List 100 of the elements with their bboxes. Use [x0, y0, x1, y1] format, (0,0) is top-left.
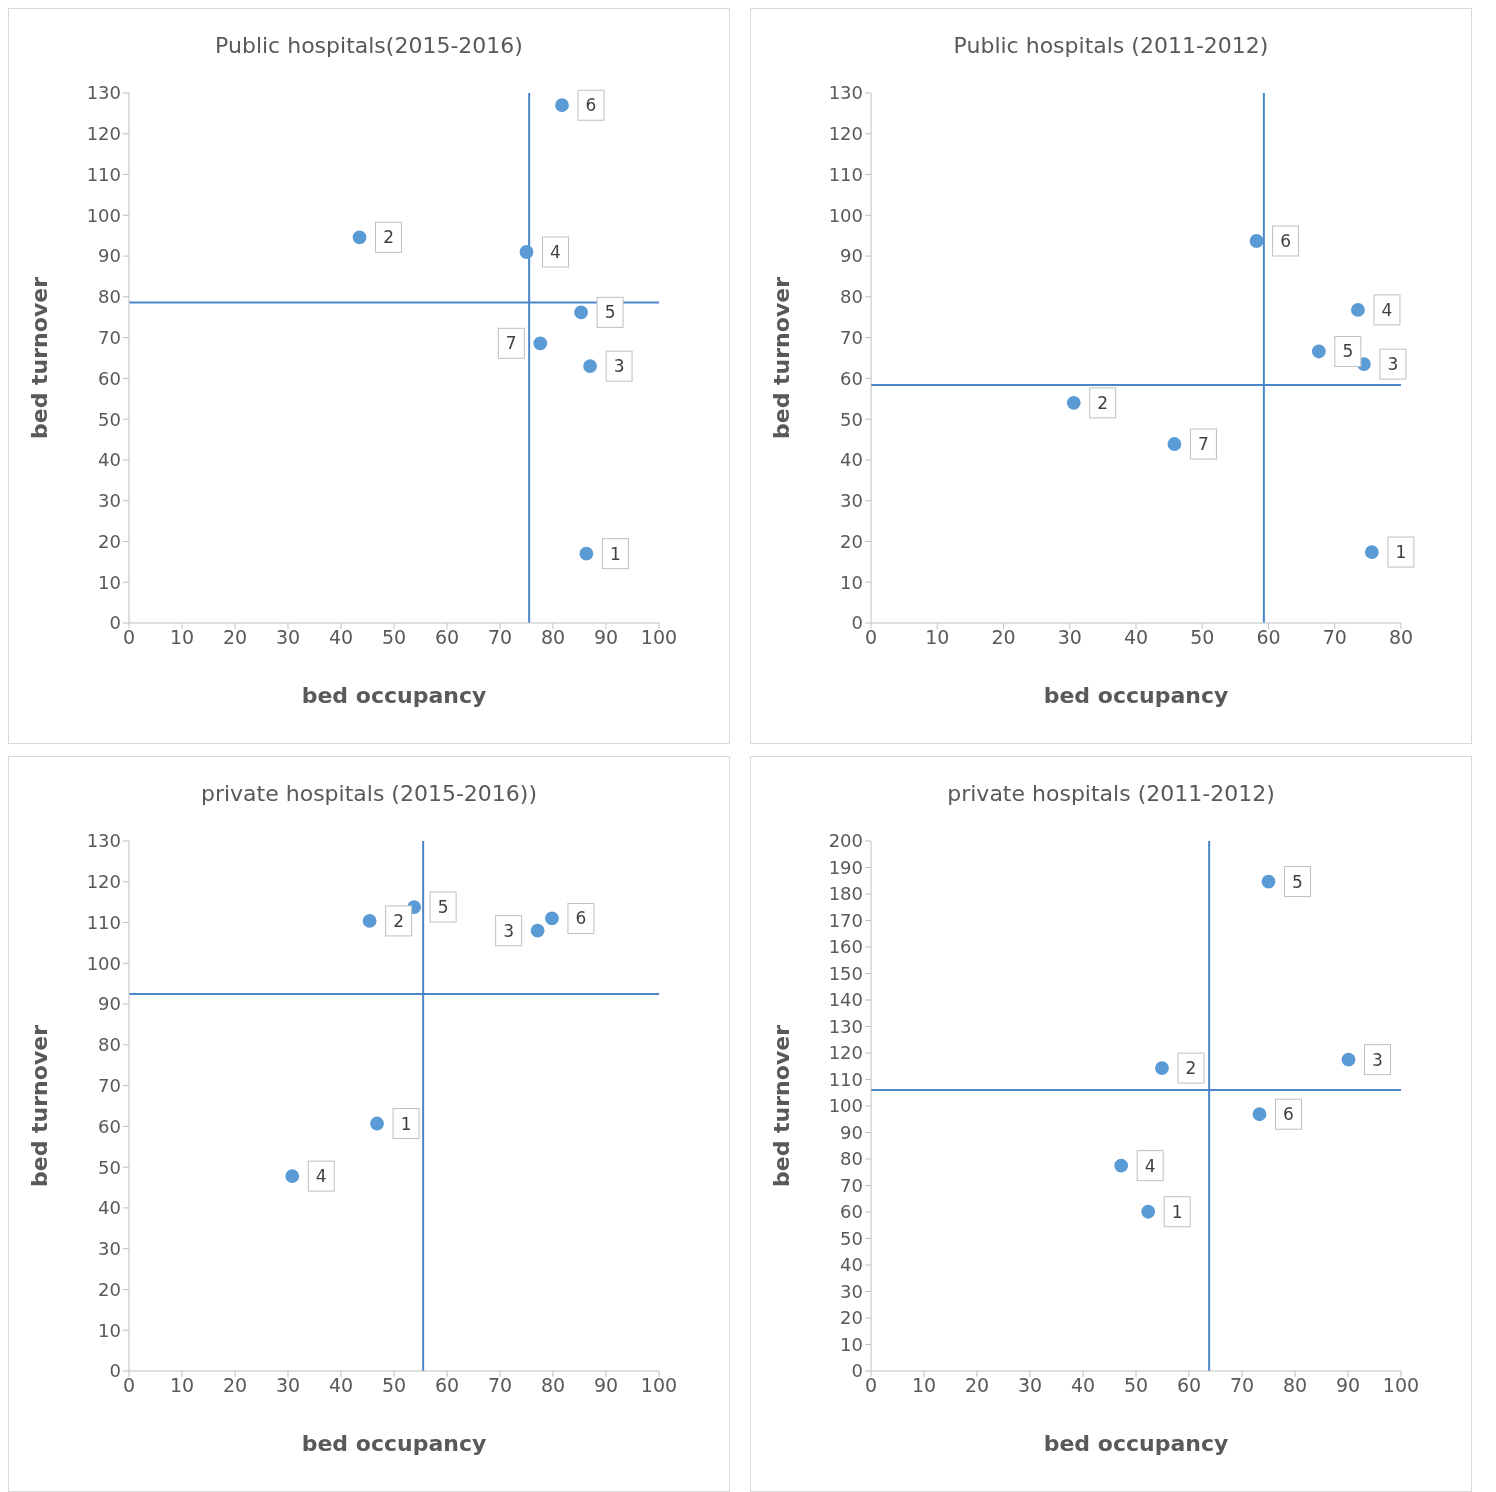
y-tick-label: 120	[828, 1042, 863, 1064]
point	[583, 359, 598, 374]
y-tick-label: 10	[840, 571, 863, 593]
y-tick-label: 20	[98, 1278, 121, 1300]
chart-title: private hospitals (2011-2012)	[946, 780, 1276, 808]
x-tick-label: 90	[593, 626, 619, 649]
annotation: 3	[503, 920, 515, 941]
y-tick-label: 30	[840, 1280, 863, 1302]
point	[574, 305, 588, 320]
x-tick-label: 30	[1017, 1374, 1043, 1397]
point	[1351, 303, 1365, 317]
x-tick-label: 70	[1229, 1374, 1255, 1397]
annotation: 5	[1342, 341, 1354, 362]
y-tick-label: 90	[98, 993, 121, 1015]
y-tick-label: 30	[840, 490, 863, 512]
x-tick-label: 60	[434, 1374, 460, 1397]
annotation: 6	[585, 95, 597, 116]
y-tick-label: 30	[98, 1238, 121, 1260]
y-tick-label: 110	[86, 911, 121, 933]
x-axis-title: bed occupancy	[1043, 1431, 1229, 1456]
y-tick-label: 70	[840, 1174, 863, 1196]
y-axis-title: bed turnover	[768, 1024, 794, 1187]
annotation: 7	[505, 333, 517, 354]
x-tick-label: 30	[275, 1374, 301, 1397]
y-tick-label: 0	[109, 612, 121, 634]
x-axis-title: bed occupancy	[301, 1431, 487, 1456]
y-tick-label: 50	[840, 408, 863, 430]
x-tick-label: 80	[540, 626, 566, 649]
y-tick-label: 120	[828, 123, 863, 145]
y-tick-label: 40	[98, 449, 121, 471]
annotation: 3	[1372, 1049, 1383, 1070]
annotation: 1	[400, 1113, 412, 1134]
point	[1114, 1158, 1129, 1173]
y-tick-label: 200	[828, 830, 863, 852]
y-tick-label: 0	[851, 1360, 863, 1382]
y-tick-label: 80	[840, 286, 863, 308]
y-tick-label: 10	[98, 1319, 121, 1341]
annotation: 2	[383, 227, 394, 248]
annotation: 1	[1171, 1201, 1183, 1222]
x-tick-label: 40	[328, 626, 354, 649]
annotation: 1	[609, 543, 621, 564]
x-tick-label: 60	[434, 626, 460, 649]
x-tick-label: 100	[640, 1374, 678, 1397]
x-tick-label: 70	[487, 626, 513, 649]
y-tick-label: 70	[98, 327, 121, 349]
y-tick-label: 90	[840, 1121, 863, 1143]
point	[1311, 344, 1326, 359]
x-tick-label: 10	[169, 626, 195, 649]
point	[1341, 1052, 1356, 1067]
annotation: 4	[1381, 299, 1393, 320]
x-tick-label: 60	[1256, 626, 1281, 649]
y-tick-label: 60	[840, 1201, 863, 1223]
y-tick-label: 130	[86, 82, 121, 104]
x-tick-label: 40	[328, 1374, 354, 1397]
x-tick-label: 50	[1123, 1374, 1149, 1397]
y-tick-label: 80	[98, 286, 121, 308]
y-tick-label: 130	[828, 82, 863, 104]
y-tick-label: 90	[840, 245, 863, 267]
point	[1141, 1204, 1156, 1219]
x-tick-label: 80	[1282, 1374, 1308, 1397]
y-tick-label: 20	[840, 1307, 863, 1329]
annotation: 4	[1144, 1155, 1156, 1176]
y-tick-label: 20	[840, 530, 863, 552]
x-axis-title: bed occupancy	[1043, 683, 1229, 708]
x-tick-label: 50	[381, 626, 407, 649]
y-tick-label: 70	[840, 327, 863, 349]
y-tick-label: 130	[828, 1015, 863, 1037]
y-tick-label: 170	[828, 909, 863, 931]
y-axis-title: bed turnover	[26, 1024, 52, 1187]
y-tick-label: 110	[828, 1068, 863, 1090]
y-tick-label: 100	[86, 952, 121, 974]
point	[579, 546, 594, 561]
y-axis-title: bed turnover	[26, 276, 52, 439]
y-tick-label: 100	[828, 204, 863, 226]
point	[1167, 437, 1182, 451]
y-tick-label: 110	[86, 163, 121, 185]
annotation: 6	[1280, 230, 1291, 251]
annotation: 6	[1283, 1104, 1294, 1125]
point	[1364, 545, 1379, 559]
y-tick-label: 180	[828, 883, 863, 905]
y-axis-title: bed turnover	[768, 276, 794, 439]
point	[1066, 395, 1081, 410]
x-tick-label: 100	[1382, 1374, 1420, 1397]
annotation: 2	[1097, 392, 1109, 413]
annotation: 3	[1387, 354, 1399, 375]
point	[352, 230, 367, 245]
y-tick-label: 120	[86, 871, 121, 893]
x-tick-label: 50	[1190, 626, 1215, 649]
y-tick-label: 120	[86, 123, 121, 145]
x-tick-label: 70	[487, 1374, 513, 1397]
x-tick-label: 10	[169, 1374, 195, 1397]
x-tick-label: 90	[593, 1374, 619, 1397]
annotation: 6	[575, 908, 587, 929]
annotation: 5	[604, 302, 616, 323]
y-tick-label: 70	[98, 1075, 121, 1097]
y-tick-label: 40	[840, 1254, 863, 1276]
y-tick-label: 110	[828, 163, 863, 185]
y-tick-label: 190	[828, 856, 863, 878]
x-tick-label: 80	[1388, 626, 1414, 649]
point	[533, 336, 548, 351]
